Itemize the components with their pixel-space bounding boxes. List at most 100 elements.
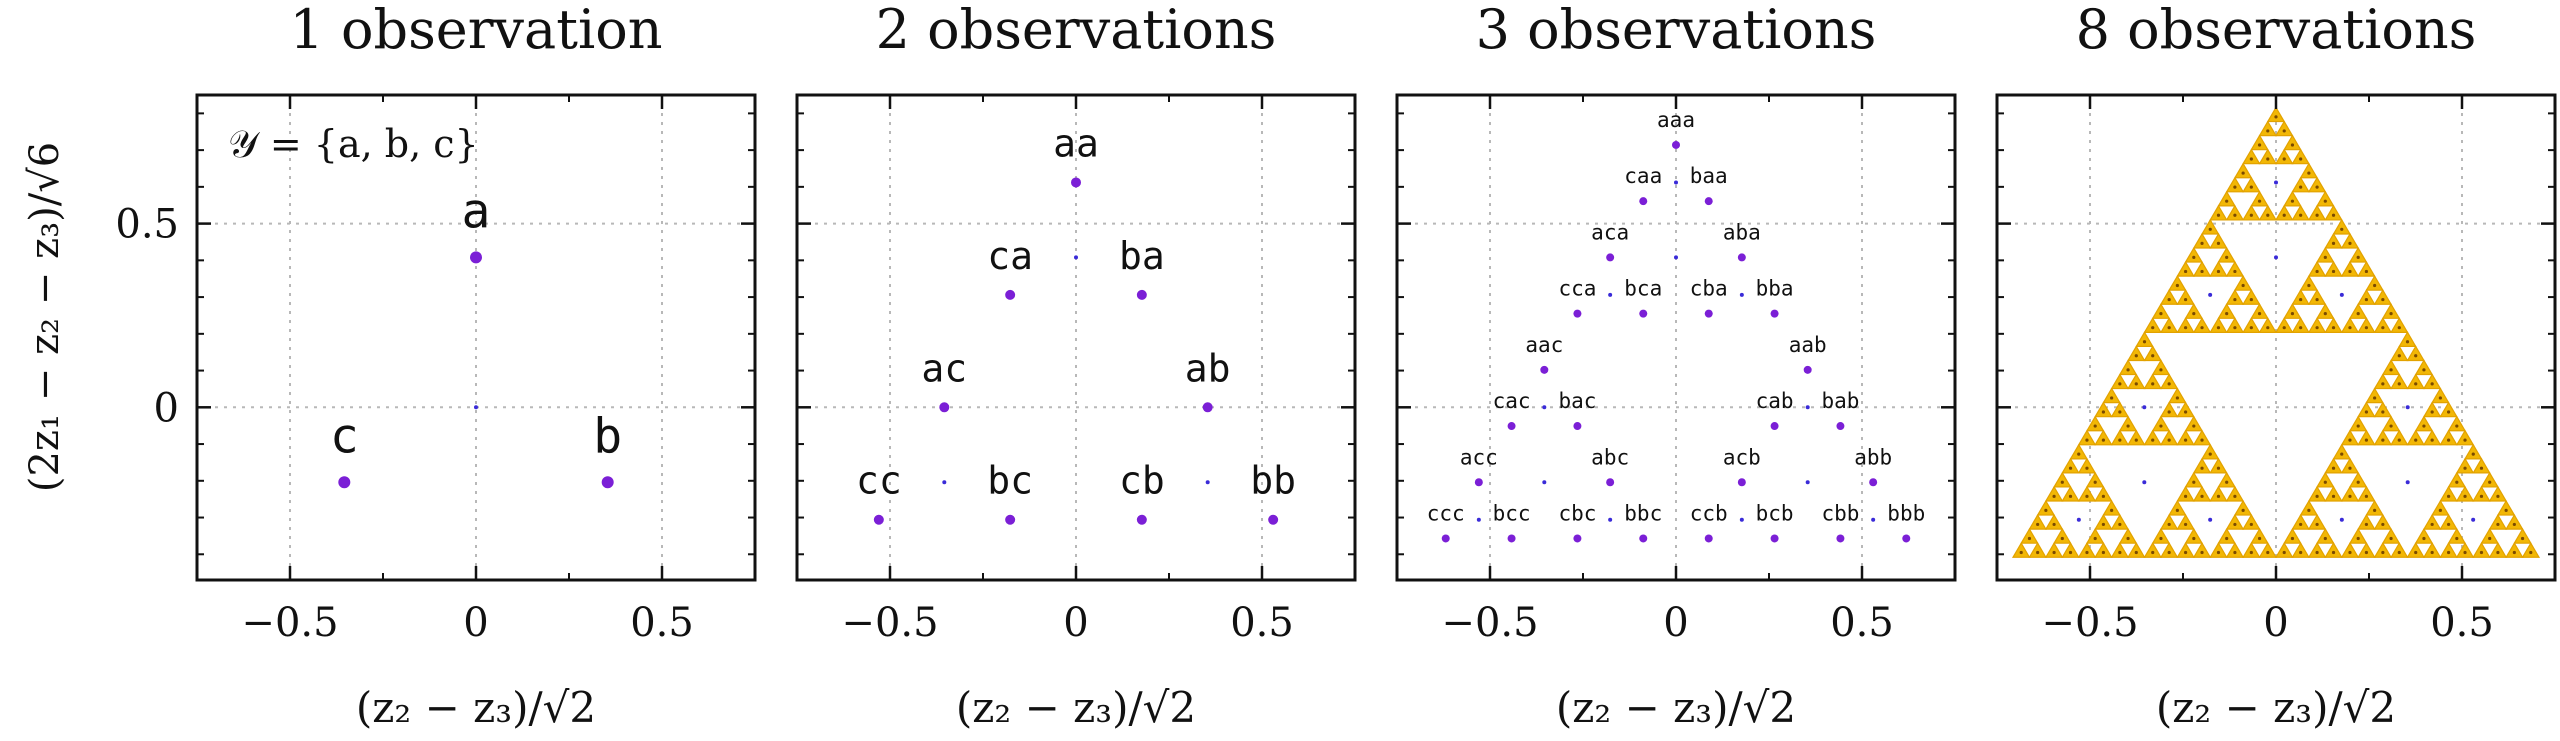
fractal-dot — [2134, 382, 2138, 386]
data-point — [1836, 422, 1845, 431]
data-point — [601, 476, 614, 489]
center-marker — [1205, 480, 1210, 485]
center-marker — [474, 405, 478, 410]
fractal-triangle — [2209, 232, 2228, 249]
fractal-dot — [2093, 424, 2097, 428]
fractal-dot — [2183, 297, 2188, 302]
data-point — [1606, 478, 1615, 487]
fractal-triangle — [2291, 289, 2310, 305]
fractal-triangle — [2373, 317, 2393, 333]
fractal-dot — [2151, 354, 2155, 358]
fractal-triangle — [2357, 260, 2376, 277]
fractal-dot — [2364, 522, 2369, 527]
fractal-dot — [2159, 312, 2163, 316]
fractal-dot — [2323, 536, 2327, 541]
fractal-triangle — [2192, 457, 2212, 474]
fractal-triangle — [2274, 541, 2294, 558]
fractal-triangle — [2488, 541, 2508, 558]
fractal-triangle — [2192, 541, 2212, 558]
point-label: ac — [921, 346, 967, 390]
x-tick-label: 0.5 — [1230, 600, 1294, 646]
fractal-triangle — [2340, 429, 2360, 446]
fractal-triangle — [2357, 317, 2376, 333]
fractal-triangle — [2159, 289, 2179, 305]
fractal-dot — [2208, 452, 2212, 456]
fractal-triangle — [2365, 499, 2384, 516]
fractal-triangle — [2225, 176, 2245, 193]
data-point — [1836, 534, 1845, 543]
fractal-dot — [2167, 410, 2171, 414]
fractal-dot — [2414, 550, 2418, 555]
fractal-dot — [2216, 241, 2221, 245]
point-label: cba — [1690, 277, 1728, 301]
point-label: aba — [1723, 220, 1761, 244]
fractal-triangle — [2143, 345, 2162, 362]
fractal-triangle — [2291, 204, 2310, 221]
point-label: cbb — [1821, 501, 1859, 525]
fractal-triangle — [2299, 162, 2319, 179]
fractal-triangle — [2069, 443, 2089, 460]
fractal-dot — [2126, 368, 2130, 372]
fractal-dot — [2290, 143, 2295, 147]
fractal-dot — [2183, 326, 2188, 330]
fractal-triangle — [2455, 541, 2475, 558]
fractal-dot — [2315, 269, 2319, 274]
data-point — [1507, 534, 1516, 543]
fractal-triangle — [2242, 289, 2261, 305]
fractal-triangle — [2422, 541, 2442, 558]
fractal-dot — [2101, 550, 2106, 555]
center-marker — [1542, 480, 1547, 485]
fractal-dot — [2364, 494, 2369, 498]
fractal-dot — [2529, 550, 2533, 555]
fractal-dot — [2315, 494, 2319, 498]
fractal-triangle — [2225, 541, 2245, 558]
fractal-triangle — [2053, 527, 2072, 544]
fractal-triangle — [2242, 204, 2261, 221]
fractal-dot — [2175, 396, 2179, 400]
fractal-triangle — [2258, 541, 2278, 558]
fractal-triangle — [2044, 541, 2064, 558]
fractal-dot — [2183, 522, 2188, 527]
fractal-dot — [2446, 522, 2451, 527]
fractal-triangle — [2431, 387, 2450, 404]
fractal-dot — [2167, 326, 2171, 330]
fractal-dot — [2192, 424, 2196, 428]
point-label: b — [593, 408, 622, 464]
fractal-dot — [2118, 438, 2122, 442]
fractal-triangle — [2398, 331, 2417, 348]
fractal-dot — [2183, 410, 2188, 414]
fractal-dot — [2216, 269, 2221, 274]
fractal-dot — [2446, 410, 2451, 414]
fractal-dot — [2438, 508, 2442, 512]
fractal-triangle — [2110, 401, 2130, 418]
fractal-dot — [2126, 536, 2130, 541]
fractal-triangle — [2422, 513, 2442, 530]
fractal-triangle — [2209, 260, 2228, 277]
fractal-triangle — [2118, 415, 2138, 432]
center-marker — [2405, 480, 2410, 485]
fractal-dot — [2183, 438, 2188, 442]
fractal-dot — [2397, 550, 2401, 555]
fractal-dot — [2397, 326, 2401, 330]
fractal-triangle — [2242, 513, 2261, 530]
fractal-triangle — [2513, 527, 2532, 544]
fractal-dot — [2323, 255, 2327, 260]
fractal-dot — [2216, 466, 2221, 470]
fractal-triangle — [2151, 303, 2171, 319]
fractal-triangle — [2307, 541, 2327, 558]
fractal-dot — [2290, 312, 2295, 316]
data-point — [1770, 422, 1779, 431]
panel-3: 3 observations aaa baa caa aba aca bba cba bca cc… — [1395, 0, 1957, 732]
fractal-dot — [2225, 536, 2229, 541]
point-label: ccc — [1427, 501, 1465, 525]
fractal-triangle — [2332, 443, 2352, 460]
fractal-triangle — [2521, 541, 2541, 558]
fractal-triangle — [2143, 373, 2162, 390]
fractal-dot — [2364, 269, 2369, 274]
panel-title: 1 observation — [289, 0, 662, 61]
data-point — [1071, 177, 1081, 188]
fractal-dot — [2167, 382, 2171, 386]
center-marker — [1805, 480, 1810, 485]
fractal-triangle — [2061, 457, 2080, 474]
